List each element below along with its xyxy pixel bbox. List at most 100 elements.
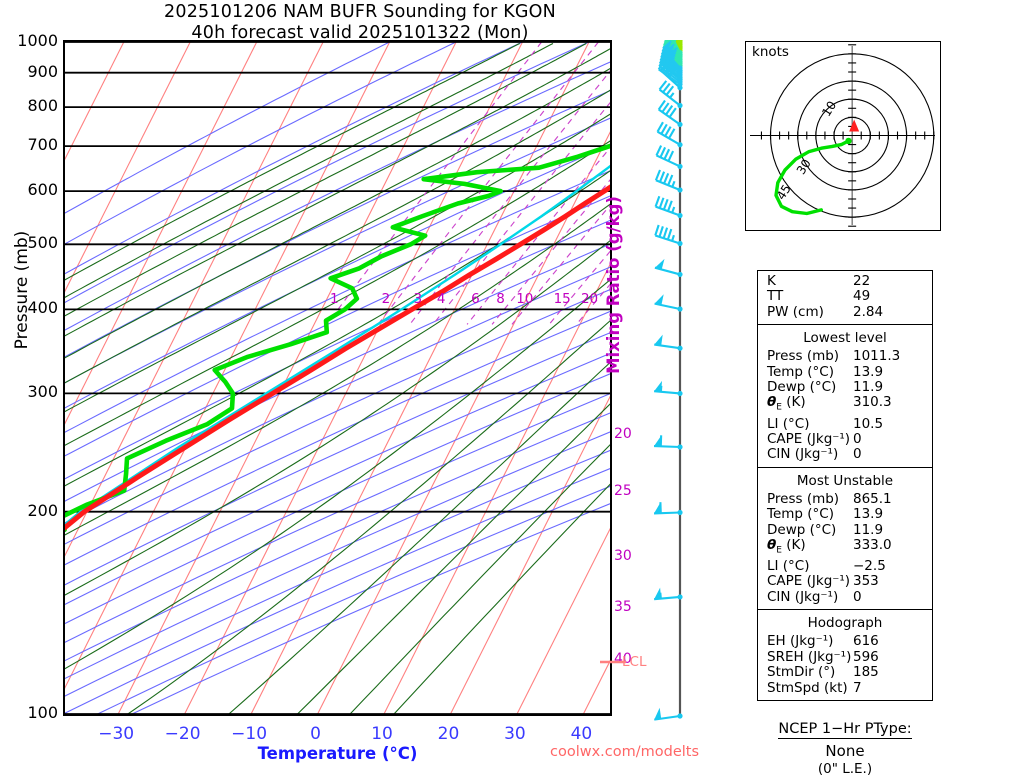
mixing-ratio-right-25: 25 <box>614 483 632 499</box>
mixing-ratio-label-8: 8 <box>496 291 505 307</box>
stats-value: 22 <box>853 274 932 289</box>
stats-row: StmSpd (kt)7 <box>758 681 932 696</box>
temperature-tick-30: 30 <box>485 724 545 744</box>
stats-row: Temp (°C)13.9 <box>758 365 932 380</box>
temperature-tick-40: 40 <box>551 724 611 744</box>
isotherm-line <box>384 42 610 714</box>
page-title: 2025101206 NAM BUFR Sounding for KGON 40… <box>0 2 720 44</box>
dry-adiabat-line <box>65 42 390 518</box>
stats-value: 596 <box>853 650 932 665</box>
stats-value: 11.9 <box>853 523 932 538</box>
ptype-header: NCEP 1−Hr PType: <box>778 721 911 739</box>
stats-value: 10.5 <box>853 417 932 432</box>
wind-barb <box>654 381 683 396</box>
temperature-axis-label: Temperature (°C) <box>63 744 612 763</box>
dry-adiabat-line <box>65 42 610 714</box>
stats-row: LI (°C)10.5 <box>758 417 932 432</box>
stats-key: CAPE (Jkg⁻¹) <box>767 432 853 447</box>
stats-value: 185 <box>853 665 932 680</box>
stats-value: 353 <box>853 574 932 589</box>
stats-value: 7 <box>853 681 932 696</box>
stats-row: CIN (Jkg⁻¹)0 <box>758 590 932 605</box>
lcl-tick-icon <box>600 656 630 668</box>
pressure-tick-900: 900 <box>0 62 58 81</box>
mixing-ratio-axis-label: Mixing Ratio (g/kg) <box>604 170 623 400</box>
ptype-footer: NCEP 1−Hr PType: None (0" L.E.) <box>745 718 945 777</box>
stats-row: Dewp (°C)11.9 <box>758 523 932 538</box>
mixing-ratio-label-4: 4 <box>437 291 446 307</box>
pressure-tick-200: 200 <box>0 501 58 520</box>
stats-value: 0 <box>853 590 932 605</box>
wind-barb <box>655 225 682 246</box>
wind-barb <box>655 294 683 311</box>
wind-barb-canvas <box>650 40 738 730</box>
moist-adiabat-line <box>65 44 610 715</box>
stats-row: θE (K)310.3 <box>758 395 932 416</box>
dry-adiabat-line <box>65 42 610 714</box>
mixing-ratio-label-2: 2 <box>382 291 391 307</box>
pressure-tick-300: 300 <box>0 382 58 401</box>
most-unstable-header: Most Unstable <box>758 471 932 492</box>
stats-key: Temp (°C) <box>767 365 853 380</box>
stats-value: 49 <box>853 289 932 304</box>
temperature-tick-20: 20 <box>418 724 478 744</box>
stats-key: LI (°C) <box>767 559 853 574</box>
wind-barb <box>654 435 683 449</box>
stats-value: 616 <box>853 634 932 649</box>
stats-row: EH (Jkg⁻¹)616 <box>758 634 932 649</box>
wind-barb <box>654 588 683 600</box>
stats-value: 310.3 <box>853 395 932 416</box>
stats-value: −2.5 <box>853 559 932 574</box>
pressure-tick-700: 700 <box>0 135 58 154</box>
dry-adiabat-line <box>65 42 610 714</box>
stats-key: PW (cm) <box>767 305 853 320</box>
stats-value: 0 <box>853 447 932 462</box>
stats-row: Temp (°C)13.9 <box>758 507 932 522</box>
stats-row: CIN (Jkg⁻¹)0 <box>758 447 932 462</box>
mixing-ratio-label-15: 15 <box>554 291 571 307</box>
stats-key: TT <box>767 289 853 304</box>
pressure-tick-500: 500 <box>0 233 58 252</box>
stats-row: Press (mb)1011.3 <box>758 349 932 364</box>
wind-barb <box>654 335 682 351</box>
isotherm-line <box>185 42 523 714</box>
temperature-trace <box>65 42 610 714</box>
storm-motion-marker <box>849 120 859 132</box>
pressure-tick-400: 400 <box>0 298 58 317</box>
stats-row: CAPE (Jkg⁻¹)353 <box>758 574 932 589</box>
stats-key: StmDir (°) <box>767 665 853 680</box>
credit-text: coolwx.com/modelts <box>550 744 700 760</box>
stats-key: Temp (°C) <box>767 507 853 522</box>
moist-adiabat-line <box>65 44 610 715</box>
stats-row: θE (K)333.0 <box>758 538 932 559</box>
stats-value: 13.9 <box>853 365 932 380</box>
hodograph-trace <box>776 141 849 214</box>
title-line-1: 2025101206 NAM BUFR Sounding for KGON <box>0 2 720 23</box>
dry-adiabat-line <box>65 42 610 714</box>
stats-row: StmDir (°)185 <box>758 665 932 680</box>
stats-row: SREH (Jkg⁻¹)596 <box>758 650 932 665</box>
moist-adiabat-line <box>65 44 610 715</box>
hodograph-stats-header: Hodograph <box>758 613 932 634</box>
temperature-tick--30: −30 <box>86 724 146 744</box>
dry-adiabat-line <box>65 42 610 714</box>
mixing-ratio-label-20: 20 <box>581 291 598 307</box>
moist-adiabat-line <box>65 44 610 715</box>
skewt-diagram[interactable] <box>63 40 612 716</box>
mixing-ratio-label-1: 1 <box>330 291 339 307</box>
stats-key: K <box>767 274 853 289</box>
hodograph-start-point <box>845 138 851 144</box>
temperature-tick--10: −10 <box>219 724 279 744</box>
mixing-ratio-right-30: 30 <box>614 548 632 564</box>
ptype-liquid-equivalent: (0" L.E.) <box>745 761 945 777</box>
isotherm-line <box>451 42 611 714</box>
dry-adiabat-line <box>65 42 610 714</box>
dry-adiabat-line <box>65 42 610 714</box>
mixing-ratio-label-3: 3 <box>413 291 422 307</box>
wind-barb <box>655 259 683 277</box>
